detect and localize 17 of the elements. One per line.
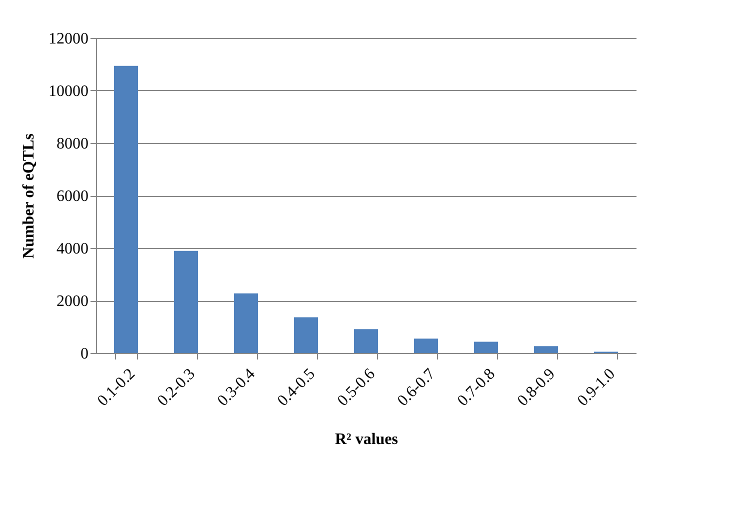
y-tick-label: 6000 bbox=[56, 188, 88, 205]
y-axis-title: Number of eQTLs bbox=[20, 133, 38, 259]
y-tick-label: 4000 bbox=[56, 240, 88, 258]
bar bbox=[294, 317, 318, 353]
bar bbox=[234, 293, 258, 353]
bar bbox=[414, 338, 438, 353]
bar bbox=[114, 66, 138, 353]
bar bbox=[534, 346, 558, 353]
bar bbox=[354, 329, 378, 353]
bar bbox=[174, 250, 198, 353]
y-tick-label: 2000 bbox=[56, 293, 88, 310]
y-tick-label: 10000 bbox=[48, 83, 88, 100]
y-tick-label: 12000 bbox=[48, 30, 88, 48]
x-axis-title: R² values bbox=[334, 430, 398, 448]
y-tick-label: 0 bbox=[80, 346, 88, 362]
bar bbox=[474, 342, 498, 353]
y-tick-label: 8000 bbox=[56, 136, 88, 152]
